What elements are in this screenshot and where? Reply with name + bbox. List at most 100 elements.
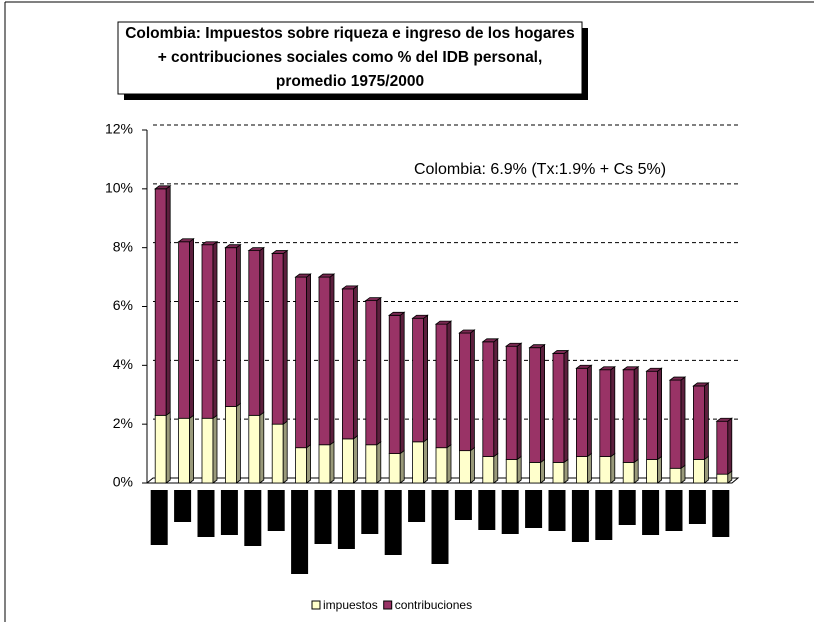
bar-segment (388, 314, 401, 454)
bar-top (551, 350, 570, 354)
category-label-redacted (548, 490, 566, 531)
bar-side (469, 446, 475, 484)
category-label-redacted (174, 490, 192, 522)
bar-top (388, 311, 406, 316)
bar-segment (435, 323, 448, 449)
bar-side (329, 440, 335, 484)
bar-side (610, 365, 616, 458)
legend-swatch (311, 600, 321, 610)
bar-side (563, 458, 569, 484)
category-label-redacted (688, 490, 706, 524)
bar-segment (388, 453, 401, 484)
bar-top (692, 382, 710, 387)
bar-side (727, 417, 733, 475)
bar-segment (365, 300, 378, 446)
bar-side (259, 411, 265, 484)
bar-segment (295, 447, 308, 484)
bar-segment (552, 353, 565, 463)
bar-top (153, 185, 172, 190)
bar-side (704, 455, 709, 484)
y-tick-label: 6% (113, 297, 133, 313)
bar-segment (458, 332, 471, 452)
bar-top (177, 238, 195, 243)
bar-top (411, 314, 429, 319)
bar-side (680, 376, 686, 470)
bar-segment (201, 417, 214, 484)
category-label-redacted (267, 490, 285, 531)
bar-segment (248, 250, 261, 416)
bar-top (341, 285, 359, 290)
bar-side (610, 452, 616, 484)
bar-segment (669, 467, 682, 484)
bar-segment (599, 369, 612, 457)
category-label-redacted (595, 490, 613, 540)
bar-segment (154, 188, 167, 416)
bar-side (329, 273, 335, 446)
y-tick-label: 0% (113, 474, 133, 490)
bar-segment (412, 441, 425, 484)
bar-segment (458, 450, 471, 484)
bar-side (704, 382, 709, 461)
bar-segment (318, 444, 331, 484)
bar-top (317, 273, 336, 278)
category-label-redacted (712, 490, 730, 537)
annotation: Colombia: 6.9% (Tx:1.9% + Cs 5%) (414, 161, 666, 178)
category-label-redacted (642, 490, 660, 535)
category-label-redacted (384, 490, 402, 555)
bar-segment (224, 247, 237, 407)
bar-segment (271, 253, 284, 425)
legend-label: contribuciones (395, 598, 472, 612)
bar-top (481, 338, 499, 343)
bar-top (622, 366, 640, 371)
bar-segment (271, 423, 284, 484)
bar-side (235, 402, 241, 484)
bar-top (598, 366, 616, 371)
bar-segment (646, 459, 658, 484)
bar-segment (365, 444, 378, 484)
title-wrap: Colombia: Impuestos sobre riqueza e ingr… (125, 26, 575, 90)
bar-segment (201, 244, 214, 419)
bar-side (282, 420, 288, 484)
bar-side (212, 240, 218, 420)
bar-side (306, 443, 312, 484)
bar-top (645, 367, 663, 372)
bar-side (563, 349, 569, 464)
bar-segment (529, 347, 541, 463)
bar-segment (505, 459, 518, 484)
bar-side (306, 273, 312, 449)
bar-side (259, 246, 265, 417)
category-label-redacted (618, 490, 636, 525)
bar-segment (669, 379, 682, 469)
category-label-redacted (501, 490, 519, 534)
bar-side (165, 185, 171, 417)
bar-segment (482, 456, 495, 484)
bar-side (282, 249, 288, 425)
bar-top (528, 344, 546, 349)
bar-segment (412, 317, 425, 443)
bar-side (423, 314, 429, 443)
category-label-redacted (291, 490, 309, 574)
bar-segment (716, 473, 729, 484)
bar-side (399, 449, 405, 484)
legend-label: impuestos (323, 598, 378, 612)
bar-segment (178, 241, 191, 419)
category-label-redacted (408, 490, 426, 522)
bar-segment (178, 417, 191, 484)
bar-segment (693, 459, 705, 484)
bar-segment (505, 345, 518, 460)
bar-top (364, 297, 382, 302)
bar-top (434, 320, 453, 325)
bar-side (540, 343, 545, 464)
bar-segment (224, 406, 237, 484)
bar-segment (599, 456, 612, 484)
bar-segment (482, 341, 495, 457)
bar-segment (248, 414, 261, 484)
bar-segment (622, 369, 635, 463)
bar-top (271, 250, 289, 254)
bar-side (446, 320, 452, 449)
bar-side (423, 438, 429, 484)
title-box (117, 21, 583, 95)
bar-side (189, 237, 195, 420)
bar-segment (318, 276, 331, 446)
